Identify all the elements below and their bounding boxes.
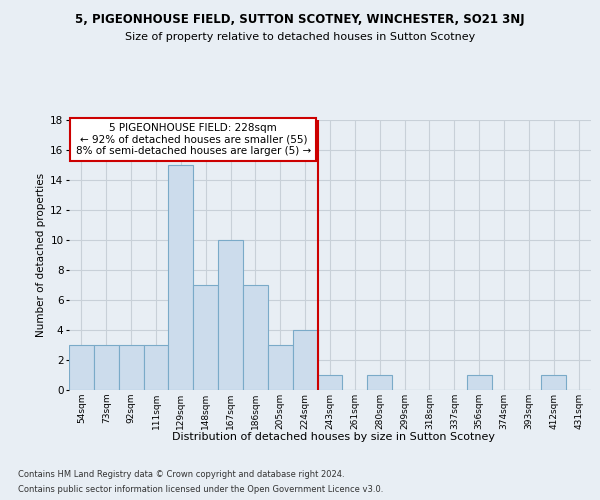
Text: Contains HM Land Registry data © Crown copyright and database right 2024.: Contains HM Land Registry data © Crown c…	[18, 470, 344, 479]
Bar	[541, 375, 566, 390]
Text: 5, PIGEONHOUSE FIELD, SUTTON SCOTNEY, WINCHESTER, SO21 3NJ: 5, PIGEONHOUSE FIELD, SUTTON SCOTNEY, WI…	[75, 12, 525, 26]
Text: Contains public sector information licensed under the Open Government Licence v3: Contains public sector information licen…	[18, 485, 383, 494]
Bar	[367, 375, 392, 390]
Bar	[293, 330, 317, 390]
Bar	[119, 345, 143, 390]
Text: Size of property relative to detached houses in Sutton Scotney: Size of property relative to detached ho…	[125, 32, 475, 42]
Bar	[467, 375, 491, 390]
Bar	[193, 285, 218, 390]
Bar	[243, 285, 268, 390]
Text: 5 PIGEONHOUSE FIELD: 228sqm
← 92% of detached houses are smaller (55)
8% of semi: 5 PIGEONHOUSE FIELD: 228sqm ← 92% of det…	[76, 123, 311, 156]
Bar	[169, 165, 193, 390]
Bar	[143, 345, 169, 390]
Bar	[94, 345, 119, 390]
Text: Distribution of detached houses by size in Sutton Scotney: Distribution of detached houses by size …	[172, 432, 494, 442]
Y-axis label: Number of detached properties: Number of detached properties	[36, 173, 46, 337]
Bar	[69, 345, 94, 390]
Bar	[317, 375, 343, 390]
Bar	[268, 345, 293, 390]
Bar	[218, 240, 243, 390]
